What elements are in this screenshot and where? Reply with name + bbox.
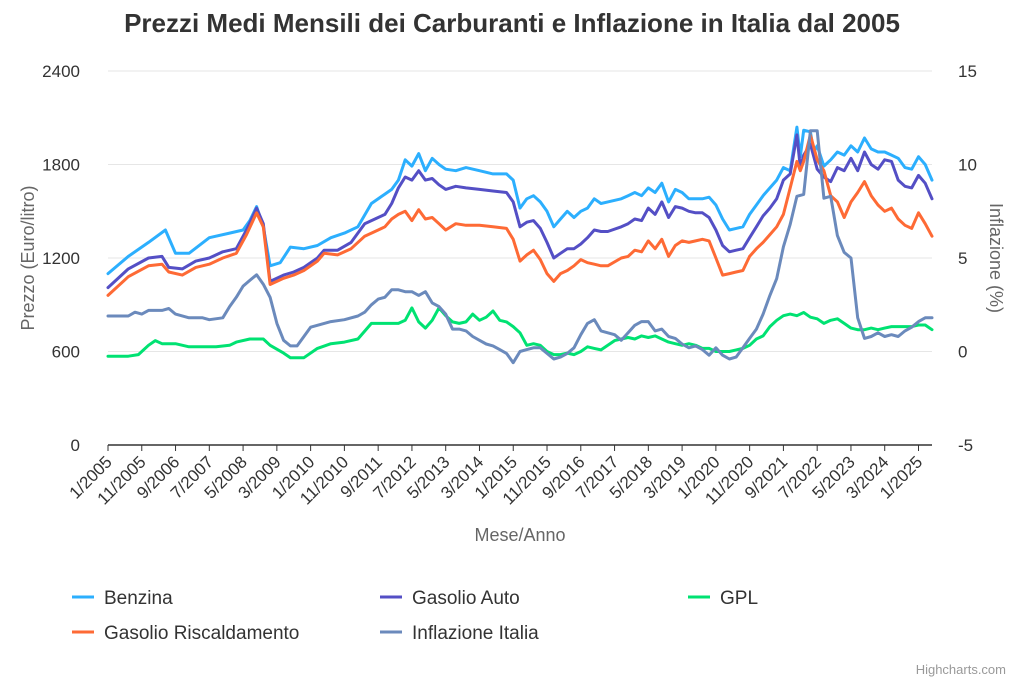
y2-tick-label: 5: [958, 249, 967, 268]
y2-tick-label: 0: [958, 343, 967, 362]
y2-tick-label: 15: [958, 62, 977, 81]
y-axis-left-ticks: 0 600 1200 1800 2400: [42, 62, 80, 455]
legend: Benzina Gasolio Auto GPL Gasolio Riscaldame…: [72, 588, 758, 644]
legend-item[interactable]: GPL: [688, 588, 758, 609]
legend-label: GPL: [720, 588, 758, 609]
series-line-4[interactable]: [106, 129, 934, 365]
y-tick-label: 0: [71, 436, 80, 455]
y-tick-label: 600: [52, 343, 80, 362]
y-axis-title: Prezzo (Euro/litro): [18, 185, 38, 330]
chart-title: Prezzi Medi Mensili dei Carburanti e Inf…: [124, 8, 900, 38]
x-axis-title: Mese/Anno: [474, 525, 565, 545]
y-tick-label: 2400: [42, 62, 80, 81]
legend-item[interactable]: Inflazione Italia: [380, 623, 539, 644]
legend-item[interactable]: Gasolio Riscaldamento: [72, 623, 299, 644]
legend-label: Benzina: [104, 588, 173, 609]
y2-tick-label: 10: [958, 156, 977, 175]
y-axis-right-ticks: -5 0 5 10 15: [958, 62, 977, 455]
series-line-1[interactable]: [106, 133, 934, 290]
y2-tick-label: -5: [958, 436, 973, 455]
y-tick-label: 1800: [42, 156, 80, 175]
y-tick-label: 1200: [42, 249, 80, 268]
legend-item[interactable]: Gasolio Auto: [380, 588, 520, 609]
series-line-2[interactable]: [106, 306, 934, 360]
x-axis-ticks: 1/200511/20059/20067/20075/20083/20091/2…: [66, 445, 926, 508]
y2-axis-title: Inflazione (%): [986, 203, 1006, 313]
credits[interactable]: Highcharts.com: [916, 662, 1006, 677]
legend-label: Gasolio Auto: [412, 588, 520, 609]
legend-item[interactable]: Benzina: [72, 588, 173, 609]
gridlines: [108, 70, 932, 352]
legend-label: Inflazione Italia: [412, 623, 539, 644]
legend-label: Gasolio Riscaldamento: [104, 623, 299, 644]
series-lines: [106, 125, 934, 365]
